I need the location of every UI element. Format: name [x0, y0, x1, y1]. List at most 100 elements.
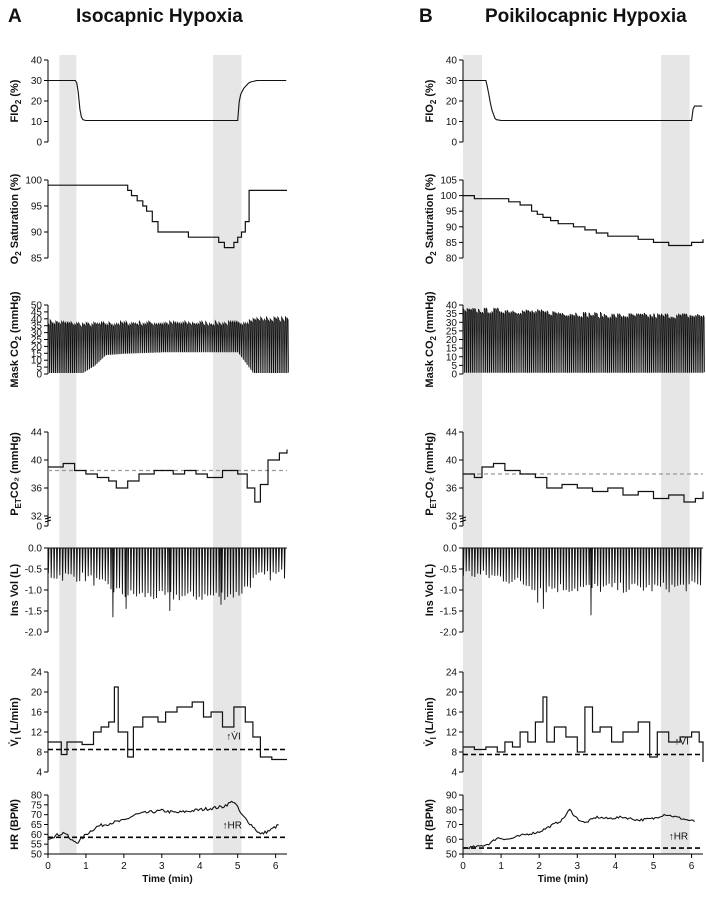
y-tick-label: 20	[31, 97, 43, 108]
y-tick-label: 10	[31, 356, 43, 367]
x-tick-label: 1	[498, 861, 504, 872]
subplot-vi: 4 8 12 16 20 24 V̇I (L/min) ↑V̇I	[8, 668, 287, 779]
y-tick-label: 32	[31, 512, 43, 523]
y-tick-label: 90	[31, 228, 43, 239]
data-line	[48, 79, 287, 122]
y-tick-label: 36	[446, 484, 458, 495]
data-line	[48, 449, 288, 503]
y-tick-label: 20	[31, 342, 43, 353]
annotation-label: ↑V̇I	[674, 735, 688, 748]
y-tick-label: 30	[31, 328, 43, 339]
subplot-insvol: -2.0 -1.5 -1.0 -0.5 0.0 Ins Vol (L)	[9, 544, 287, 639]
y-tick-label: 50	[31, 850, 43, 861]
y-axis-label: FIO2 (%)	[424, 79, 438, 122]
x-tick-label: 3	[159, 861, 165, 872]
panel-title: Poikilocapnic Hypoxia	[485, 6, 687, 27]
y-tick-label: 55	[31, 840, 43, 851]
y-tick-label: 12	[446, 728, 458, 739]
y-tick-label: 35	[31, 321, 43, 332]
y-tick-label: 10	[446, 352, 458, 363]
y-tick-label: 0	[36, 370, 42, 381]
y-tick-label: 70	[31, 810, 43, 821]
y-tick-label: 100	[25, 176, 42, 187]
y-tick-label: -2.0	[440, 628, 458, 639]
x-axis-label: Time (min)	[142, 874, 192, 885]
data-line	[463, 79, 703, 122]
y-tick-label: -1.5	[25, 607, 43, 618]
y-tick-label: 5	[36, 363, 42, 374]
y-tick-label: 0	[451, 138, 457, 149]
data-line	[48, 686, 287, 761]
y-axis-label: O2 Saturation (%)	[424, 173, 438, 264]
y-tick-label: 20	[446, 688, 458, 699]
y-tick-label: 24	[446, 668, 458, 679]
y-tick-label: 32	[446, 512, 458, 523]
y-axis-label: FIO2 (%)	[9, 79, 23, 122]
shaded-interval	[661, 55, 690, 854]
x-tick-label: 5	[235, 861, 241, 872]
y-tick-label: 16	[446, 708, 458, 719]
y-tick-label: -2.0	[25, 628, 43, 639]
x-tick-label: 0	[45, 861, 51, 872]
x-axis-label: Time (min)	[538, 874, 588, 885]
y-tick-label: 16	[31, 708, 43, 719]
subplot-fio2: 0 10 20 30 40 FIO2 (%)	[424, 56, 703, 149]
y-tick-label: 8	[36, 748, 42, 759]
x-tick-label: 1	[83, 861, 89, 872]
y-tick-label: 0	[451, 522, 457, 533]
y-tick-label: 100	[440, 191, 457, 202]
panel-letter: B	[419, 6, 433, 27]
y-axis-label: PETCO₂ (mmHg)	[9, 432, 23, 516]
x-tick-label: 5	[651, 861, 657, 872]
y-tick-label: -0.5	[25, 565, 43, 576]
shaded-interval	[213, 55, 242, 854]
y-tick-label: 90	[446, 222, 458, 233]
y-tick-label: 105	[440, 176, 457, 187]
y-tick-label: 90	[446, 791, 458, 802]
x-tick-label: 2	[536, 861, 542, 872]
y-tick-label: 60	[446, 835, 458, 846]
y-axis-label: HR (BPM)	[9, 799, 21, 850]
x-tick-label: 4	[197, 861, 203, 872]
data-line	[463, 195, 704, 247]
data-line	[462, 808, 695, 850]
y-tick-label: 40	[446, 301, 458, 312]
y-tick-label: 70	[446, 820, 458, 831]
y-axis-label: O2 Saturation (%)	[9, 173, 23, 264]
y-tick-label: 80	[446, 254, 458, 265]
panel-letter: A	[8, 6, 22, 27]
y-tick-label: 20	[31, 688, 43, 699]
y-axis-label: Ins Vol (L)	[9, 563, 21, 616]
y-tick-label: 80	[446, 805, 458, 816]
subplot-petco2: 032 36 40 44 PETCO₂ (mmHg)	[9, 428, 288, 533]
y-axis-label: PETCO₂ (mmHg)	[424, 432, 438, 516]
y-tick-label: 0	[451, 370, 457, 381]
y-tick-label: 40	[446, 56, 458, 67]
y-axis-label: V̇I (L/min)	[8, 697, 23, 747]
y-tick-label: 30	[31, 76, 43, 87]
subplot-insvol: -2.0 -1.5 -1.0 -0.5 0.0 Ins Vol (L)	[424, 544, 703, 639]
y-tick-label: 25	[31, 335, 43, 346]
y-tick-label: 45	[31, 307, 43, 318]
annotation-label: ↑HR	[669, 831, 688, 842]
y-axis-label: Mask CO2 (mmHg)	[424, 291, 438, 387]
y-tick-label: 50	[446, 850, 458, 861]
y-axis-label: Ins Vol (L)	[424, 563, 436, 616]
y-tick-label: 24	[31, 668, 43, 679]
y-tick-label: 75	[31, 800, 43, 811]
shaded-interval	[463, 55, 483, 854]
x-tick-label: 6	[689, 861, 695, 872]
shaded-interval	[59, 55, 77, 854]
y-tick-label: 0.0	[443, 544, 457, 555]
data-line	[462, 307, 705, 373]
y-tick-label: 65	[31, 820, 43, 831]
y-tick-label: 4	[451, 768, 457, 779]
y-tick-label: 95	[446, 207, 458, 218]
annotation-label: ↑HR	[223, 820, 242, 831]
y-tick-label: 60	[31, 830, 43, 841]
